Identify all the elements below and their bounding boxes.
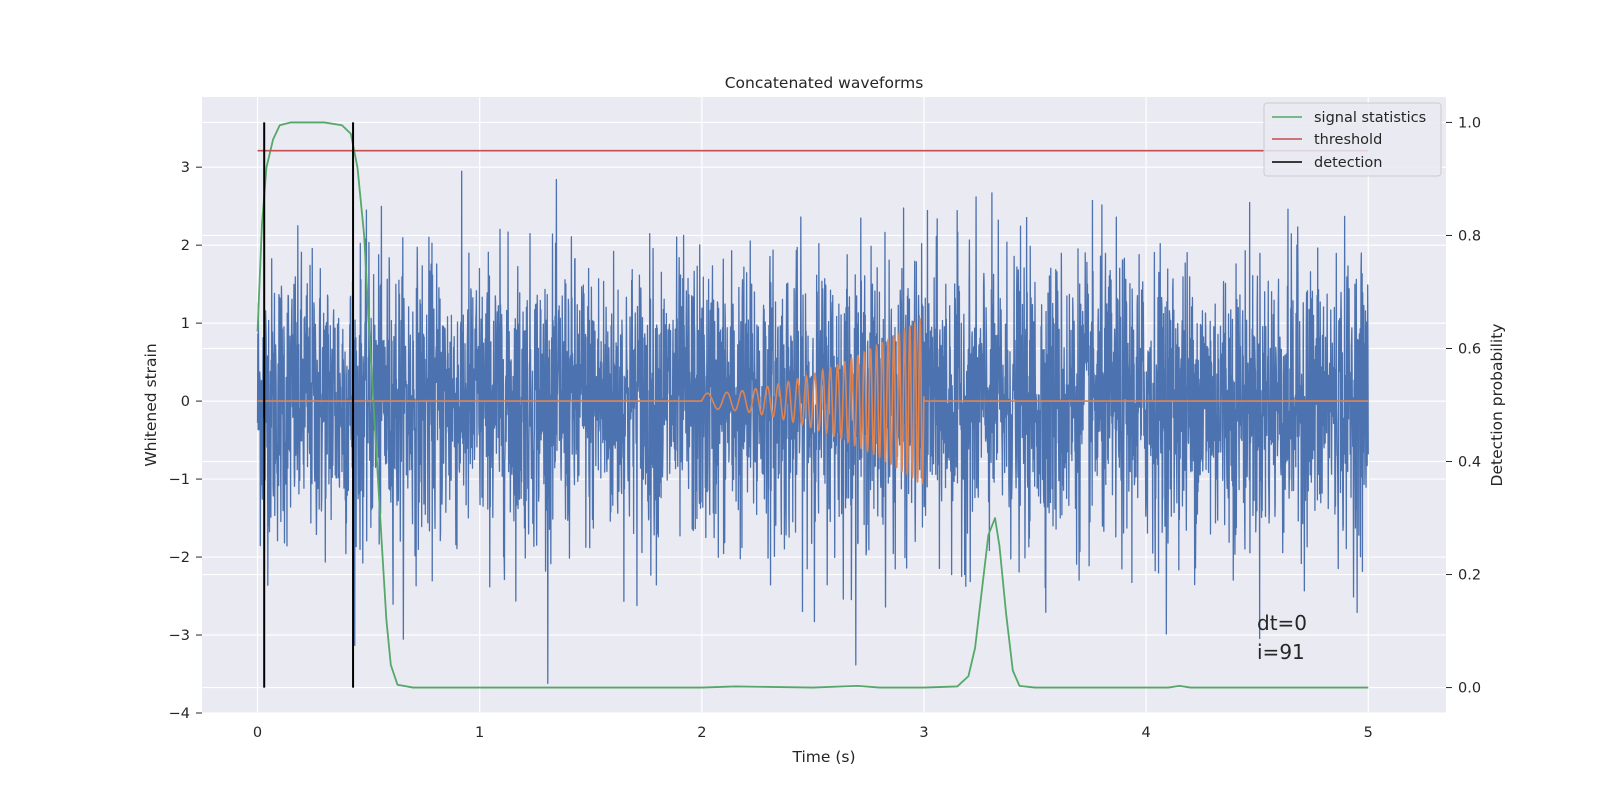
legend: signal statistics threshold detection <box>1263 102 1442 177</box>
annotation-dt: dt=0 <box>1257 611 1307 635</box>
chirp-signal-line <box>257 318 1369 485</box>
signal-statistics-line <box>256 121 1369 689</box>
legend-label-threshold: threshold <box>1314 132 1382 148</box>
y2-tick-label: 0.0 <box>1458 681 1481 697</box>
x-axis-label: Time (s) <box>791 748 855 766</box>
x-tick-label: 5 <box>1364 725 1373 741</box>
annotation-index: i=91 <box>1257 640 1305 664</box>
y-tick-label: 2 <box>181 238 190 254</box>
x-tick-label: 2 <box>697 725 706 741</box>
legend-box <box>1263 102 1442 177</box>
tick-labels: 0 1 2 3 4 5 3 2 1 0 −1 −2 −3 −4 1.0 0.8 0.6 0.4 0.2 0.0 <box>169 115 1481 741</box>
y2-tick-label: 1.0 <box>1458 115 1481 131</box>
x-tick-label: 1 <box>475 725 484 741</box>
y-tick-label: 0 <box>181 394 190 410</box>
x-tick-label: 4 <box>1141 725 1150 741</box>
y-tick-label: −1 <box>169 472 190 488</box>
strain-noise-line <box>256 170 1369 684</box>
series-layer <box>256 121 1369 689</box>
y-tick-label: −4 <box>169 706 190 722</box>
y-axis-label: Whitened strain <box>142 343 160 466</box>
y2-tick-label: 0.4 <box>1458 455 1481 471</box>
x-tick-label: 0 <box>253 725 262 741</box>
legend-label-detection: detection <box>1314 155 1382 171</box>
y2-tick-label: 0.6 <box>1458 341 1481 357</box>
y-tick-label: −2 <box>169 550 190 566</box>
y-tick-label: 3 <box>181 160 190 176</box>
annotations: dt=0 i=91 <box>1257 611 1307 664</box>
y-tick-label: −3 <box>169 628 190 644</box>
y2-axis-label: Detection probability <box>1488 324 1506 487</box>
y2-tick-label: 0.2 <box>1458 568 1481 584</box>
x-tick-label: 3 <box>919 725 928 741</box>
legend-label-signal-statistics: signal statistics <box>1314 110 1426 126</box>
y-tick-label: 1 <box>181 316 190 332</box>
y2-tick-label: 0.8 <box>1458 228 1481 244</box>
chart-title: Concatenated waveforms <box>725 74 924 92</box>
